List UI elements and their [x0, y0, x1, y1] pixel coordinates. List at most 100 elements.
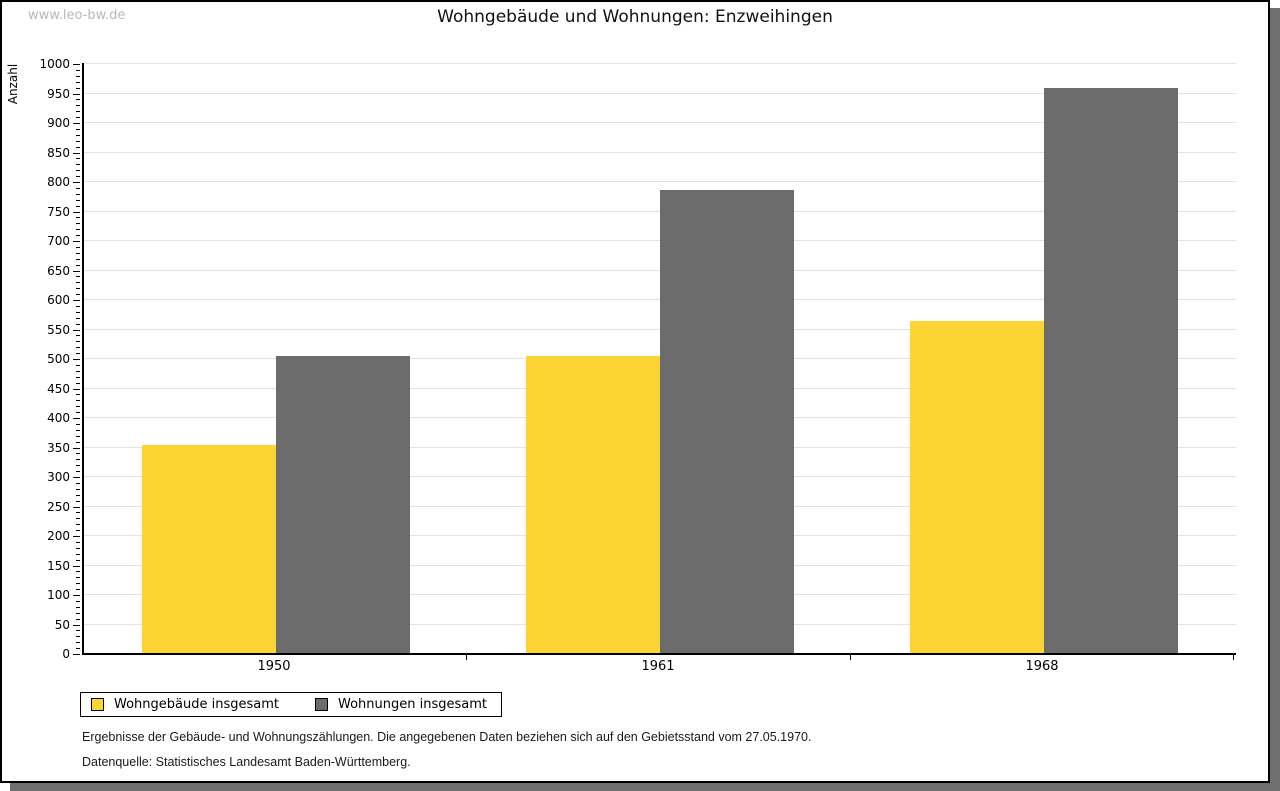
y-minor-tick — [76, 193, 80, 195]
y-minor-tick — [76, 618, 80, 620]
y-minor-tick — [76, 87, 80, 89]
y-minor-tick — [76, 524, 80, 526]
y-tick-label: 200 — [47, 529, 70, 543]
y-tick-label: 800 — [47, 175, 70, 189]
x-axis-labels: 1950 1961 1968 — [82, 659, 1234, 677]
y-minor-tick — [76, 376, 80, 378]
y-minor-tick — [76, 612, 80, 614]
y-major-tick — [73, 359, 80, 360]
y-tick-label: 300 — [47, 470, 70, 484]
y-tick-label: 350 — [47, 440, 70, 455]
y-minor-tick — [76, 553, 80, 555]
y-minor-tick — [76, 600, 80, 602]
y-minor-tick — [76, 494, 80, 496]
y-minor-tick — [76, 583, 80, 585]
y-minor-tick — [76, 465, 80, 467]
y-minor-tick — [76, 176, 80, 178]
y-minor-tick — [76, 229, 80, 231]
y-minor-tick — [76, 441, 80, 443]
y-minor-tick — [76, 636, 80, 638]
y-minor-tick — [76, 370, 80, 372]
y-tick-label: 100 — [47, 588, 70, 602]
y-major-tick — [73, 388, 80, 390]
y-tick-label: 0 — [62, 647, 70, 661]
y-tick-label: 650 — [47, 263, 70, 278]
y-minor-tick — [76, 146, 80, 148]
y-major-tick — [73, 123, 80, 124]
legend-swatch — [315, 698, 328, 711]
y-major-tick — [73, 329, 80, 331]
y-tick-label: 700 — [47, 234, 70, 248]
gridline — [84, 122, 1236, 123]
y-minor-tick — [76, 205, 80, 207]
bar-1961-series-0 — [526, 355, 660, 653]
y-major-tick — [73, 152, 80, 154]
y-major-tick — [73, 211, 80, 213]
y-minor-tick — [76, 323, 80, 325]
y-minor-tick — [76, 170, 80, 172]
y-minor-tick — [76, 288, 80, 290]
y-minor-tick — [76, 423, 80, 425]
y-minor-tick — [76, 559, 80, 561]
bar-1968-series-0 — [910, 320, 1044, 653]
y-minor-tick — [76, 400, 80, 402]
y-minor-tick — [76, 547, 80, 549]
x-boundary-tick — [850, 655, 851, 660]
y-minor-tick — [76, 187, 80, 189]
y-minor-tick — [76, 488, 80, 490]
y-minor-tick — [76, 223, 80, 225]
gridline — [84, 181, 1236, 182]
y-axis-labels: 0 50 100 150 200 250 300 350 400 450 500 550 600 650 7… — [2, 57, 70, 661]
y-minor-tick — [76, 134, 80, 136]
y-minor-tick — [76, 577, 80, 579]
footnote-data-source: Datenquelle: Statistisches Landesamt Bad… — [82, 755, 411, 769]
y-major-tick — [73, 477, 80, 478]
y-minor-tick — [76, 235, 80, 237]
legend-label: Wohnungen insgesamt — [338, 697, 487, 712]
y-tick-label: 1000 — [39, 57, 70, 71]
y-tick-label: 150 — [47, 558, 70, 573]
y-tick-label: 750 — [47, 204, 70, 219]
y-minor-tick — [76, 246, 80, 248]
y-minor-tick — [76, 341, 80, 343]
y-minor-tick — [76, 518, 80, 520]
y-major-tick — [73, 536, 80, 537]
legend-item: Wohnungen insgesamt — [315, 697, 487, 712]
y-minor-tick — [76, 305, 80, 307]
y-minor-tick — [76, 606, 80, 608]
footnote-source-note: Ergebnisse der Gebäude- und Wohnungszähl… — [82, 730, 812, 744]
y-major-tick — [73, 182, 80, 183]
gridline — [84, 151, 1236, 153]
y-minor-tick — [76, 105, 80, 107]
y-minor-tick — [76, 252, 80, 254]
y-tick-label: 950 — [47, 86, 70, 101]
y-minor-tick — [76, 276, 80, 278]
legend-item: Wohngebäude insgesamt — [91, 697, 279, 712]
y-minor-tick — [76, 199, 80, 201]
y-minor-tick — [76, 317, 80, 319]
y-minor-tick — [76, 158, 80, 160]
y-major-tick — [73, 418, 80, 419]
y-minor-tick — [76, 258, 80, 260]
y-minor-tick — [76, 294, 80, 296]
y-tick-label: 900 — [47, 116, 70, 130]
y-minor-tick — [76, 435, 80, 437]
bar-1950-series-1 — [276, 356, 410, 653]
y-minor-tick — [76, 117, 80, 119]
plot-area — [82, 63, 1236, 655]
y-minor-tick — [76, 164, 80, 166]
y-major-tick — [73, 595, 80, 596]
y-minor-tick — [76, 111, 80, 113]
y-minor-tick — [76, 642, 80, 644]
y-minor-tick — [76, 459, 80, 461]
x-tick-label: 1961 — [641, 659, 675, 674]
y-minor-tick — [76, 353, 80, 355]
gridline — [84, 63, 1236, 64]
y-minor-tick — [76, 364, 80, 366]
y-tick-label: 850 — [47, 145, 70, 160]
y-tick-label: 500 — [47, 352, 70, 366]
y-minor-tick — [76, 335, 80, 337]
x-boundary-tick — [1233, 655, 1234, 660]
y-minor-tick — [76, 69, 80, 71]
y-tick-label: 250 — [47, 499, 70, 514]
